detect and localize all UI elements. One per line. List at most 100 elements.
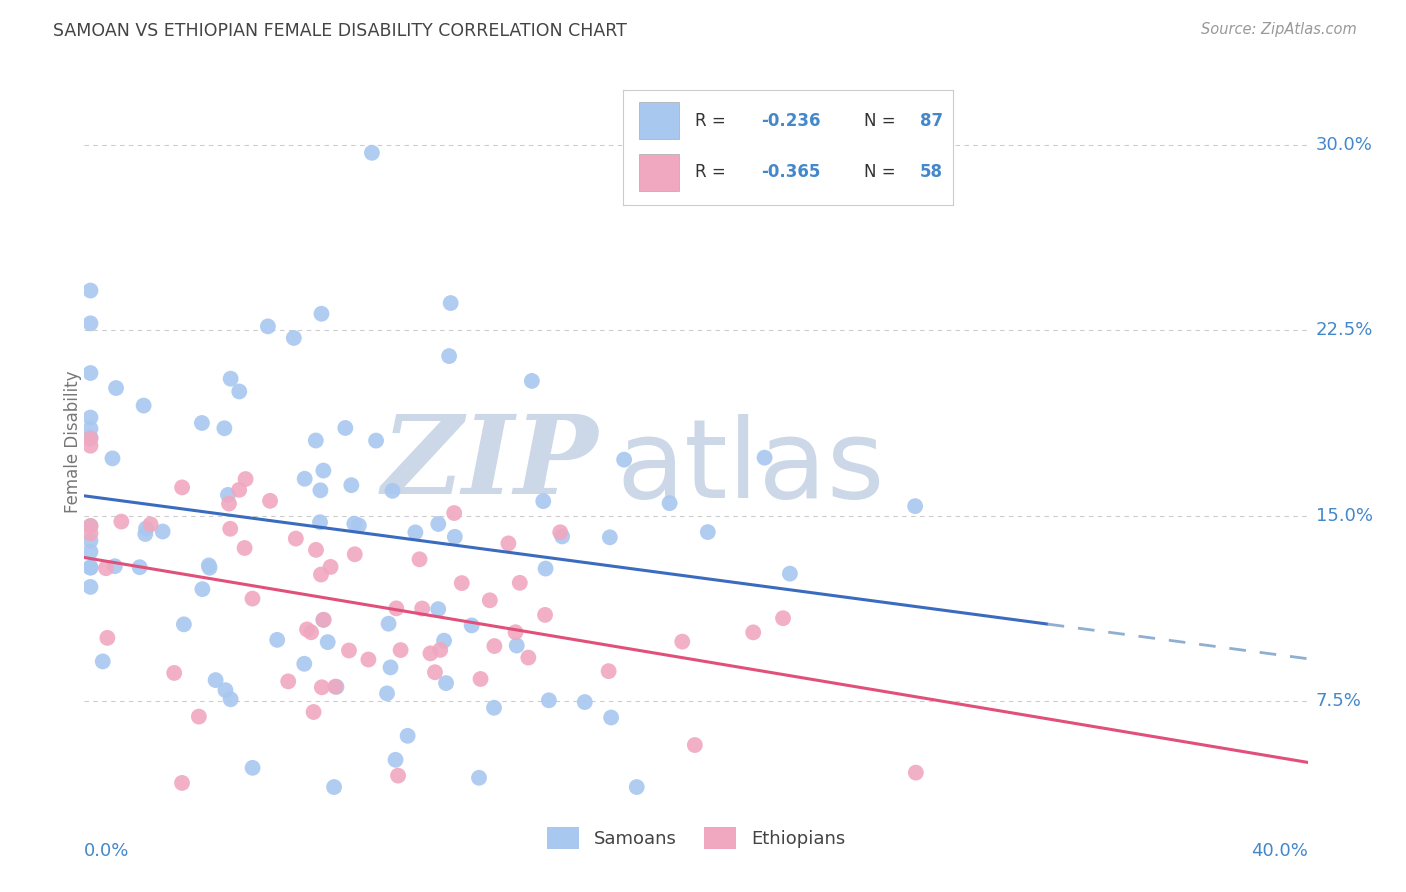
Point [408, 552, 430, 566]
Point [79, 560, 101, 574]
Point [323, 780, 346, 794]
Point [404, 525, 426, 540]
Point [696, 525, 718, 540]
Point [440, 296, 463, 310]
Point [335, 421, 357, 435]
Point [311, 680, 333, 694]
Y-axis label: Female Disability: Female Disability [65, 370, 82, 513]
Point [443, 506, 465, 520]
Point [235, 472, 257, 486]
Point [218, 497, 240, 511]
Point [79, 431, 101, 445]
Point [380, 660, 402, 674]
Point [450, 576, 472, 591]
Point [482, 700, 505, 714]
Point [139, 517, 162, 532]
Point [233, 541, 256, 555]
Point [217, 488, 239, 502]
Point [219, 522, 242, 536]
Point [79, 284, 101, 298]
Point [172, 480, 194, 494]
Point [104, 559, 127, 574]
Point [170, 776, 193, 790]
Point [534, 561, 557, 575]
Point [520, 374, 543, 388]
Point [779, 566, 801, 581]
Point [110, 515, 132, 529]
Point [396, 729, 419, 743]
Point [613, 452, 636, 467]
Point [91, 654, 114, 668]
Point [411, 601, 433, 615]
Point [292, 657, 315, 671]
Point [429, 643, 451, 657]
Point [309, 483, 332, 498]
Point [434, 676, 457, 690]
Point [443, 530, 465, 544]
Point [460, 618, 482, 632]
Point [187, 709, 209, 723]
Point [343, 516, 366, 531]
Point [671, 634, 693, 648]
Point [534, 607, 557, 622]
Text: ZIP: ZIP [381, 410, 598, 517]
Legend: Samoans, Ethiopians: Samoans, Ethiopians [538, 818, 853, 858]
Point [537, 693, 560, 707]
Point [551, 529, 574, 543]
Point [79, 544, 101, 558]
Point [257, 319, 280, 334]
Point [79, 366, 101, 380]
Point [305, 542, 328, 557]
Point [357, 652, 380, 666]
Point [509, 575, 531, 590]
Point [427, 516, 450, 531]
Point [548, 525, 571, 540]
Point [79, 526, 101, 541]
Point [309, 567, 332, 582]
Point [79, 560, 101, 574]
Point [134, 527, 156, 541]
Point [259, 493, 281, 508]
Point [904, 499, 927, 513]
Point [135, 521, 157, 535]
Point [283, 331, 305, 345]
Point [600, 710, 623, 724]
Point [385, 601, 408, 615]
Point [204, 673, 226, 687]
Point [375, 686, 398, 700]
Point [531, 494, 554, 508]
Point [198, 560, 221, 574]
Point [498, 536, 520, 550]
Point [228, 384, 250, 399]
Point [599, 530, 621, 544]
Point [389, 643, 412, 657]
Point [364, 434, 387, 448]
Point [384, 753, 406, 767]
Point [377, 616, 399, 631]
Point [96, 631, 118, 645]
Point [79, 316, 101, 330]
Point [319, 560, 342, 574]
Point [173, 617, 195, 632]
Point [79, 432, 101, 446]
Point [626, 780, 648, 794]
Point [79, 519, 101, 533]
Text: 15.0%: 15.0% [1316, 507, 1372, 524]
Text: Source: ZipAtlas.com: Source: ZipAtlas.com [1201, 22, 1357, 37]
Text: 7.5%: 7.5% [1316, 691, 1362, 710]
Point [242, 761, 264, 775]
Text: 40.0%: 40.0% [1251, 842, 1308, 860]
Point [478, 593, 501, 607]
Point [242, 591, 264, 606]
Point [387, 769, 409, 783]
Text: 0.0%: 0.0% [84, 842, 129, 860]
Point [325, 680, 347, 694]
Text: 22.5%: 22.5% [1316, 321, 1374, 340]
Point [79, 421, 101, 435]
Point [101, 451, 124, 466]
Point [381, 483, 404, 498]
Point [437, 349, 460, 363]
Point [309, 515, 332, 529]
Point [294, 472, 316, 486]
Point [505, 625, 527, 640]
